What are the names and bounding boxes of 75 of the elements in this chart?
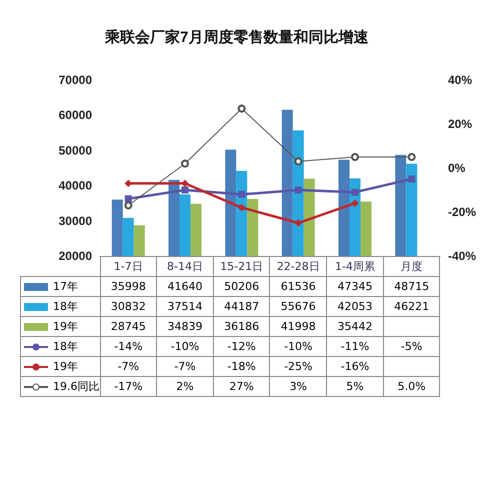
chart-title: 乘联会厂家7月周度零售数量和同比增速 xyxy=(104,28,370,46)
y-tick-label: 50000 xyxy=(58,143,92,158)
legend-label: 19年 xyxy=(20,316,100,336)
data-label: 34839 xyxy=(156,316,214,336)
point xyxy=(182,186,188,194)
y2-tick-label: 20% xyxy=(448,117,472,131)
data-label: 35442 xyxy=(326,316,384,336)
y2-tick-label: -20% xyxy=(448,205,476,219)
point xyxy=(238,104,246,113)
data-label: 3% xyxy=(270,376,327,396)
data-label: 41640 xyxy=(156,276,214,296)
x-tick-label: 1-4周累 xyxy=(326,256,384,276)
x-tick-label: 1-7日 xyxy=(100,256,157,276)
legend-label: 18年 xyxy=(20,336,100,356)
y2-tick-label: 0% xyxy=(448,161,466,175)
point xyxy=(182,180,188,187)
point xyxy=(352,188,358,196)
point xyxy=(238,204,246,212)
data-label: 50206 xyxy=(213,276,270,296)
data-label: 47345 xyxy=(326,276,384,296)
data-label: 5% xyxy=(326,376,384,396)
data-label: -11% xyxy=(326,336,384,356)
data-label: 2% xyxy=(156,376,214,396)
point xyxy=(294,157,302,166)
x-tick-label: 8-14日 xyxy=(156,256,214,276)
point xyxy=(351,153,359,161)
data-label: 28745 xyxy=(100,316,157,336)
data-label: -10% xyxy=(156,336,214,356)
y-tick-label: 30000 xyxy=(58,214,92,228)
data-label: -7% xyxy=(156,356,214,376)
y-tick-label: 60000 xyxy=(58,108,92,122)
data-label: 48715 xyxy=(383,276,440,296)
y-tick-label: 70000 xyxy=(58,73,92,87)
x-tick-label: 15-21日 xyxy=(213,256,270,276)
data-label: -25% xyxy=(270,356,327,376)
data-label: 36186 xyxy=(213,316,270,336)
data-label: -18% xyxy=(213,356,270,376)
y2-tick-label: -40% xyxy=(448,249,476,263)
data-label: 61536 xyxy=(270,276,327,296)
x-tick-label: 22-28日 xyxy=(270,256,327,276)
point xyxy=(181,160,189,168)
point xyxy=(408,153,416,161)
legend-label: 19年 xyxy=(20,356,100,376)
legend-label: 19.6同比 xyxy=(20,376,100,396)
data-label: 55676 xyxy=(270,296,327,316)
data-label: -16% xyxy=(326,356,384,376)
data-label: -17% xyxy=(100,376,157,396)
y-tick-label: 40000 xyxy=(58,178,92,193)
data-label: -5% xyxy=(383,336,440,356)
data-label: 27% xyxy=(213,376,270,396)
point xyxy=(294,220,302,226)
data-label: 42053 xyxy=(326,296,384,316)
legend-label: 18年 xyxy=(20,296,100,316)
point xyxy=(124,195,132,202)
point xyxy=(294,186,302,194)
data-label: 30832 xyxy=(100,296,157,316)
y-tick-label: 20000 xyxy=(58,249,92,263)
x-tick-label: 月度 xyxy=(383,256,440,276)
y2-tick-label: 40% xyxy=(448,73,472,87)
data-label: 35998 xyxy=(100,276,157,296)
data-label: 41998 xyxy=(270,316,327,336)
point xyxy=(124,180,132,187)
data-label: -7% xyxy=(100,356,157,376)
point xyxy=(124,201,132,210)
data-label: -10% xyxy=(270,336,327,356)
point xyxy=(408,176,416,182)
data-label: 44187 xyxy=(213,296,270,316)
legend-label: 17年 xyxy=(20,276,100,296)
data-label: 5.0% xyxy=(383,376,440,396)
point xyxy=(352,200,358,207)
data-label: -12% xyxy=(213,336,270,356)
data-label: 46221 xyxy=(383,296,440,316)
data-label: 37514 xyxy=(156,296,214,316)
data-label: -14% xyxy=(100,336,157,356)
point xyxy=(238,190,246,198)
